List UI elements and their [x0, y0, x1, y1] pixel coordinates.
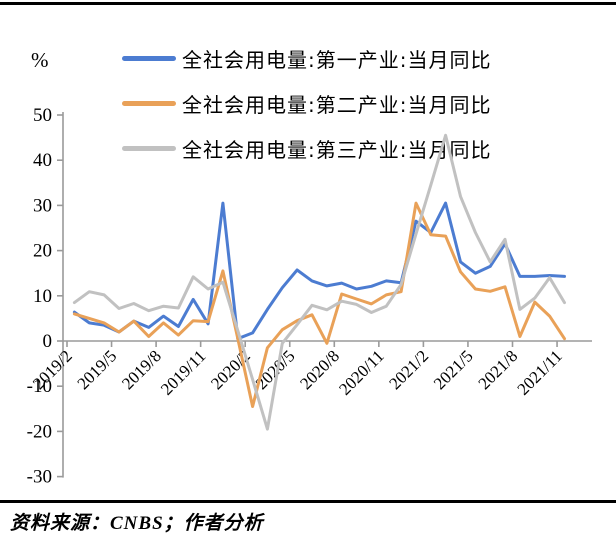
x-tick-label: 2019/11 — [157, 346, 209, 398]
x-tick-label: 2021/11 — [513, 346, 565, 398]
x-tick-label: 2019/5 — [74, 346, 121, 393]
series-line-1 — [72, 201, 566, 341]
footer-divider-line — [0, 500, 616, 503]
y-tick-label: 30 — [33, 195, 52, 216]
legend-item-secondary-industry: 全社会用电量:第二产业:当月同比 — [122, 89, 592, 118]
x-tick-label: 2019/2 — [29, 346, 76, 393]
series-line-2 — [72, 201, 566, 408]
legend-line-swatch-primary-icon — [122, 56, 176, 61]
legend-item-primary-industry: 全社会用电量:第一产业:当月同比 — [122, 44, 592, 73]
x-tick-label: 2020/11 — [335, 346, 387, 398]
legend-label-secondary-industry: 全社会用电量:第二产业:当月同比 — [182, 93, 492, 117]
x-tick-label: 2021/2 — [385, 346, 432, 393]
legend-label-primary-industry: 全社会用电量:第一产业:当月同比 — [182, 48, 492, 72]
y-tick-label: 40 — [33, 150, 52, 171]
y-tick-label: -30 — [27, 467, 52, 488]
series-line-3 — [72, 133, 566, 431]
y-tick-label: 50 — [33, 105, 52, 126]
y-axis-unit-label: % — [31, 48, 49, 72]
y-tick-label: -20 — [27, 421, 52, 442]
y-tick-label: 20 — [33, 241, 52, 262]
top-border-line — [0, 2, 616, 5]
y-tick-label: 10 — [33, 286, 52, 307]
chart-legend: 全社会用电量:第一产业:当月同比 全社会用电量:第二产业:当月同比 全社会用电量… — [122, 44, 592, 179]
y-tick-label: -10 — [27, 376, 52, 397]
source-note: 资料来源：CNBS；作者分析 — [10, 513, 264, 534]
x-tick-label: 2021/5 — [430, 346, 477, 393]
legend-line-swatch-tertiary-icon — [122, 146, 176, 151]
legend-line-swatch-secondary-icon — [122, 101, 176, 106]
y-tick-label: 0 — [43, 331, 53, 352]
